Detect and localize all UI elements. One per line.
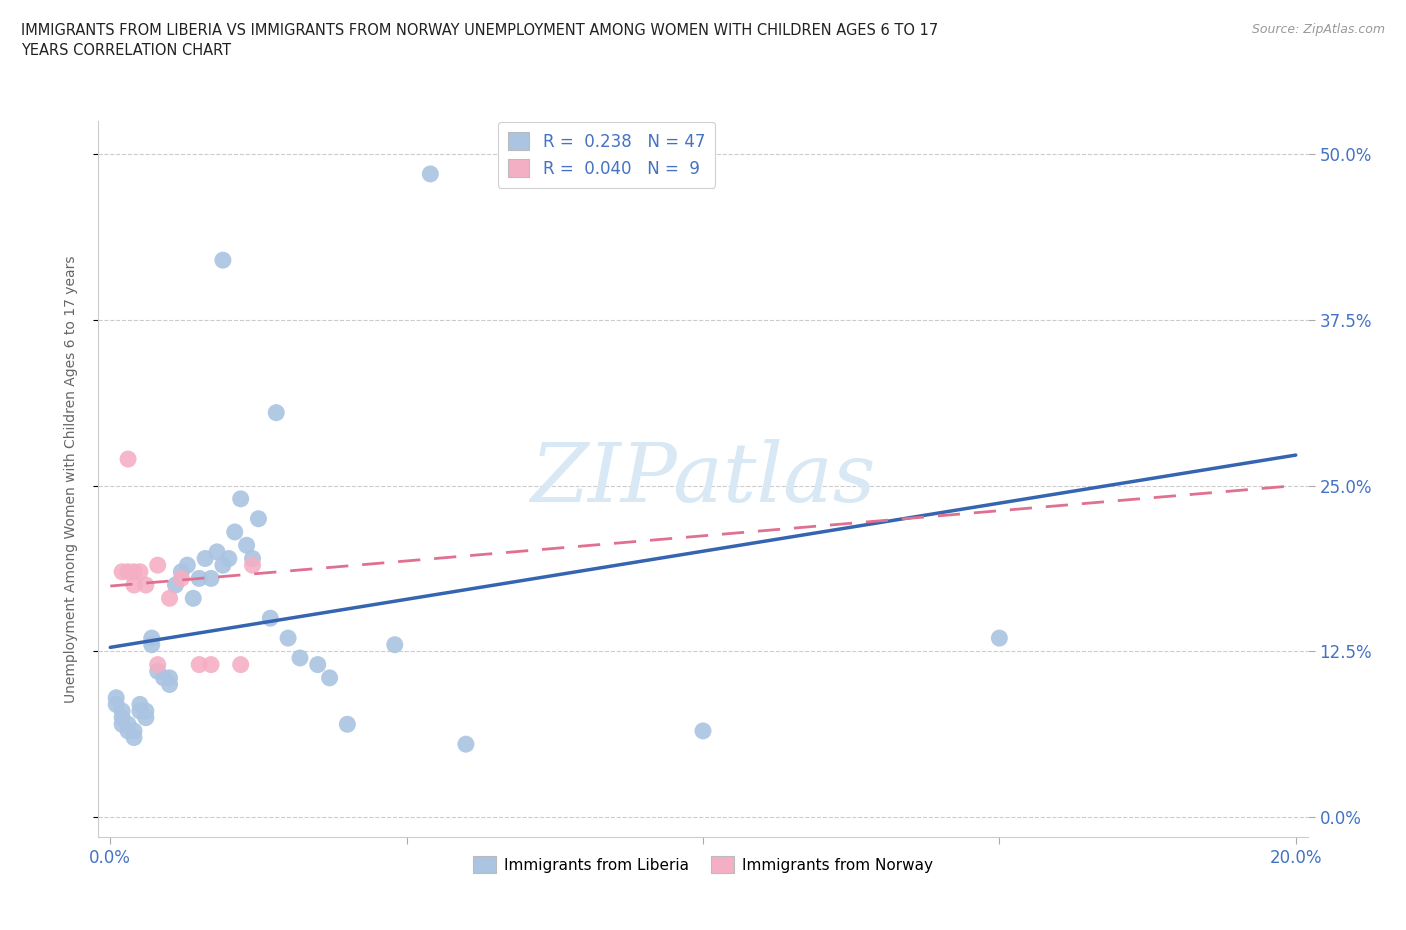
Point bbox=[159, 677, 181, 692]
Point bbox=[242, 551, 264, 566]
Point bbox=[212, 253, 235, 268]
Point bbox=[122, 730, 145, 745]
Point bbox=[454, 737, 477, 751]
Point bbox=[129, 565, 152, 579]
Point bbox=[129, 697, 152, 711]
Point bbox=[122, 565, 145, 579]
Point bbox=[165, 578, 187, 592]
Point bbox=[229, 658, 252, 672]
Point bbox=[247, 512, 270, 526]
Point bbox=[218, 551, 240, 566]
Point bbox=[200, 571, 222, 586]
Y-axis label: Unemployment Among Women with Children Ages 6 to 17 years: Unemployment Among Women with Children A… bbox=[63, 255, 77, 703]
Point bbox=[129, 704, 152, 719]
Point bbox=[122, 724, 145, 738]
Point bbox=[117, 565, 139, 579]
Point bbox=[170, 565, 193, 579]
Point bbox=[152, 671, 174, 685]
Point bbox=[135, 704, 157, 719]
Point bbox=[336, 717, 359, 732]
Point bbox=[111, 565, 134, 579]
Point bbox=[146, 664, 169, 679]
Point bbox=[141, 631, 163, 645]
Point bbox=[419, 166, 441, 181]
Point bbox=[159, 671, 181, 685]
Point bbox=[141, 637, 163, 652]
Point bbox=[135, 711, 157, 725]
Point bbox=[117, 452, 139, 467]
Point bbox=[988, 631, 1011, 645]
Text: IMMIGRANTS FROM LIBERIA VS IMMIGRANTS FROM NORWAY UNEMPLOYMENT AMONG WOMEN WITH : IMMIGRANTS FROM LIBERIA VS IMMIGRANTS FR… bbox=[21, 23, 938, 58]
Point bbox=[117, 717, 139, 732]
Point bbox=[117, 724, 139, 738]
Point bbox=[188, 658, 211, 672]
Point bbox=[146, 658, 169, 672]
Point bbox=[224, 525, 246, 539]
Point bbox=[200, 658, 222, 672]
Point bbox=[105, 697, 128, 711]
Point bbox=[181, 591, 204, 605]
Point bbox=[135, 578, 157, 592]
Point bbox=[111, 704, 134, 719]
Point bbox=[194, 551, 217, 566]
Point bbox=[122, 578, 145, 592]
Text: ZIPatlas: ZIPatlas bbox=[530, 439, 876, 519]
Point bbox=[242, 558, 264, 573]
Point bbox=[188, 571, 211, 586]
Point bbox=[318, 671, 340, 685]
Point bbox=[229, 491, 252, 506]
Point bbox=[264, 405, 287, 420]
Point bbox=[159, 591, 181, 605]
Point bbox=[288, 651, 311, 666]
Point bbox=[212, 558, 235, 573]
Legend: R =  0.238   N = 47, R =  0.040   N =  9: R = 0.238 N = 47, R = 0.040 N = 9 bbox=[498, 122, 716, 188]
Point bbox=[170, 571, 193, 586]
Point bbox=[692, 724, 714, 738]
Point bbox=[277, 631, 299, 645]
Text: Source: ZipAtlas.com: Source: ZipAtlas.com bbox=[1251, 23, 1385, 36]
Point bbox=[259, 611, 281, 626]
Point bbox=[111, 711, 134, 725]
Point bbox=[105, 690, 128, 705]
Point bbox=[307, 658, 329, 672]
Point bbox=[235, 538, 257, 552]
Point bbox=[146, 558, 169, 573]
Point bbox=[205, 544, 228, 559]
Point bbox=[384, 637, 406, 652]
Point bbox=[176, 558, 198, 573]
Point bbox=[111, 717, 134, 732]
